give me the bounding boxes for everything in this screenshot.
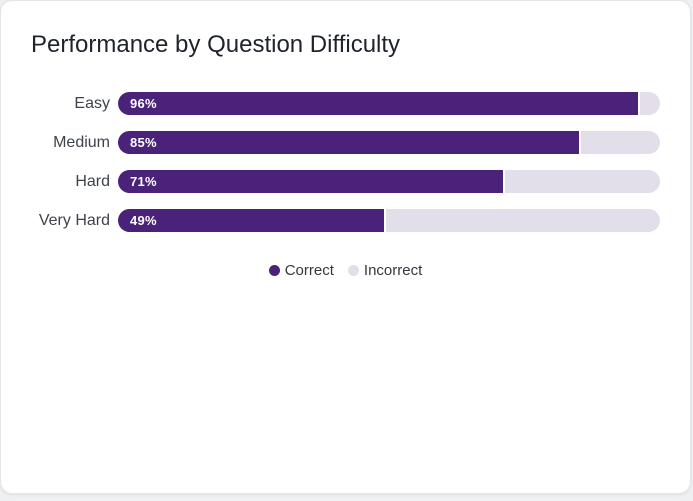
category-label-hard: Hard [75,172,110,190]
bar-track: 85% [118,131,660,154]
chart-title: Performance by Question Difficulty [31,31,401,58]
difficulty-bar-chart: Easy 96% Medium 85% Hard 71% [1,92,690,232]
correct-bar-segment[interactable]: 71% [118,170,503,193]
bar-row-hard: Hard 71% [1,170,690,193]
percent-value-label: 85% [130,135,157,150]
category-label-easy: Easy [74,94,110,112]
bar-row-very-hard: Very Hard 49% [1,209,690,232]
incorrect-bar-segment[interactable] [385,209,660,232]
bar-track: 96% [118,92,660,115]
legend-label-incorrect: Incorrect [363,262,423,279]
percent-value-label: 96% [130,96,157,111]
legend-dot-correct [268,265,280,276]
bar-track: 71% [118,170,660,193]
percent-value-label: 71% [130,174,157,189]
legend-item-correct[interactable]: Correct [268,262,334,279]
legend-item-incorrect[interactable]: Incorrect [347,262,423,279]
category-label-medium: Medium [53,133,110,151]
percent-value-label: 49% [130,213,157,228]
correct-bar-segment[interactable]: 96% [118,92,639,115]
incorrect-bar-segment[interactable] [504,170,660,193]
legend-dot-incorrect [347,265,359,276]
correct-bar-segment[interactable]: 49% [118,209,384,232]
category-label-very-hard: Very Hard [38,211,110,229]
incorrect-bar-segment[interactable] [580,131,660,154]
chart-legend: Correct Incorrect [1,262,690,279]
bar-row-easy: Easy 96% [1,92,690,115]
bar-track: 49% [118,209,660,232]
legend-label-correct: Correct [284,262,334,279]
bar-row-medium: Medium 85% [1,131,690,154]
correct-bar-segment[interactable]: 85% [118,131,579,154]
incorrect-bar-segment[interactable] [640,92,660,115]
